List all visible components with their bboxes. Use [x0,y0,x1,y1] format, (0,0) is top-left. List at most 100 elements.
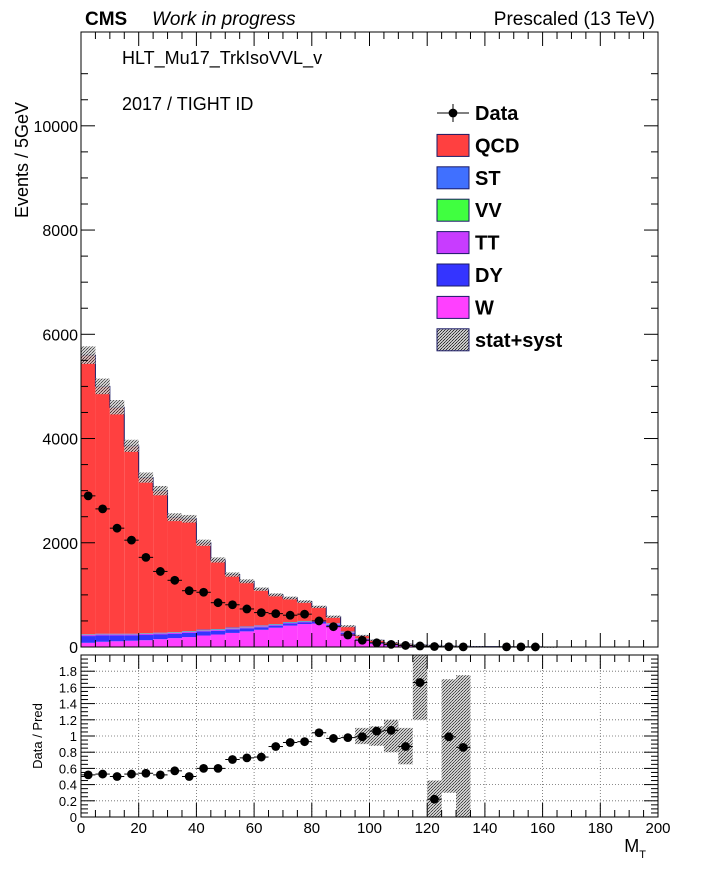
bar-qcd [254,589,268,625]
x-tick-label: 80 [303,820,320,837]
main-y-tick-label: 8000 [42,223,78,240]
stat-syst-bin [110,400,124,414]
bar-st [153,633,167,634]
x-tick-label: 0 [77,820,85,837]
bar-tt [297,622,311,623]
ratio-point [84,770,93,779]
bar-w [283,626,297,647]
ratio-point [242,753,251,762]
bar-w [211,634,225,647]
bar-st [225,627,239,628]
bar-dy [182,633,196,637]
selection-label: 2017 / TIGHT ID [122,94,253,114]
stat-syst-bin [225,572,239,576]
ratio-point [156,770,165,779]
bar-st [211,629,225,630]
data-point [84,491,93,500]
legend-label: QCD [475,135,519,157]
ratio-point [127,770,136,779]
bar-w [95,642,109,647]
bar-dy [269,626,283,628]
legend-swatch-w [437,296,469,318]
bar-w [153,639,167,647]
bar-qcd [240,581,254,626]
bar-tt [225,628,239,629]
bar-st [95,634,109,635]
bar-tt [95,634,109,635]
data-point [257,608,266,617]
data-point [242,605,251,614]
ratio-point [142,769,151,778]
data-point [372,638,381,647]
ratio-unc-bin [384,720,398,752]
data-point [214,598,223,607]
ratio-y-tick-label: 0.2 [59,794,77,809]
ratio-y-tick-label: 1 [70,729,77,744]
stat-syst-bin [240,579,254,583]
bar-st [196,630,210,631]
bar-w [124,641,138,647]
bar-tt [110,634,124,635]
data-point [228,600,237,609]
data-point [401,641,410,650]
bar-w [81,643,95,647]
bar-dy [81,636,95,643]
cms-label: CMS [85,9,127,30]
ratio-point [199,764,208,773]
ratio-point [185,772,194,781]
data-point [98,504,107,513]
bar-st [168,632,182,633]
legend-swatch-qcd [437,134,469,156]
trigger-label: HLT_Mu17_TrkIsoVVL_v [122,48,322,69]
ratio-point [416,678,425,687]
bar-w [254,630,268,647]
bar-st [283,622,297,623]
bar-dy [240,628,254,631]
ratio-y-axis-title: Data / Pred [30,703,45,769]
data-point [127,536,136,545]
bar-tt [211,630,225,631]
main-y-tick-label: 0 [69,640,78,657]
bar-w [312,624,326,647]
bar-dy [124,636,138,641]
bar-st [182,631,196,632]
data-point [358,636,367,645]
bar-st [297,621,311,622]
bar-dy [283,624,297,626]
ratio-point [300,737,309,746]
data-point [142,553,151,562]
stat-syst-bin [312,606,326,608]
stat-syst-bin [326,616,340,618]
data-point [300,610,309,619]
stat-syst-bin [269,593,283,596]
bar-qcd [182,519,196,631]
bar-st [124,634,138,635]
x-tick-label: 60 [246,820,263,837]
bar-dy [110,636,124,642]
bar-qcd [110,407,124,633]
main-y-tick-label: 10000 [34,119,79,136]
x-tick-label: 200 [645,820,670,837]
x-tick-label: 140 [472,820,497,837]
stat-syst-bin [283,597,297,600]
ratio-point [286,738,295,747]
data-point [286,611,295,620]
ratio-point [444,732,453,741]
bar-dy [297,623,311,625]
stat-syst-bin [341,625,355,627]
stat-syst-bin [139,473,153,483]
x-tick-label: 120 [415,820,440,837]
ratio-point [343,733,352,742]
x-tick-label: 100 [357,820,382,837]
stat-syst-bin [254,587,268,590]
bar-w [182,637,196,647]
ratio-point [98,770,107,779]
stat-syst-bin [81,346,95,364]
bar-tt [196,630,210,631]
ratio-point [329,734,338,743]
data-point [199,588,208,597]
ratio-y-tick-label: 1.2 [59,713,77,728]
bar-tt [153,633,167,634]
bar-w [297,624,311,647]
bar-qcd [211,560,225,629]
